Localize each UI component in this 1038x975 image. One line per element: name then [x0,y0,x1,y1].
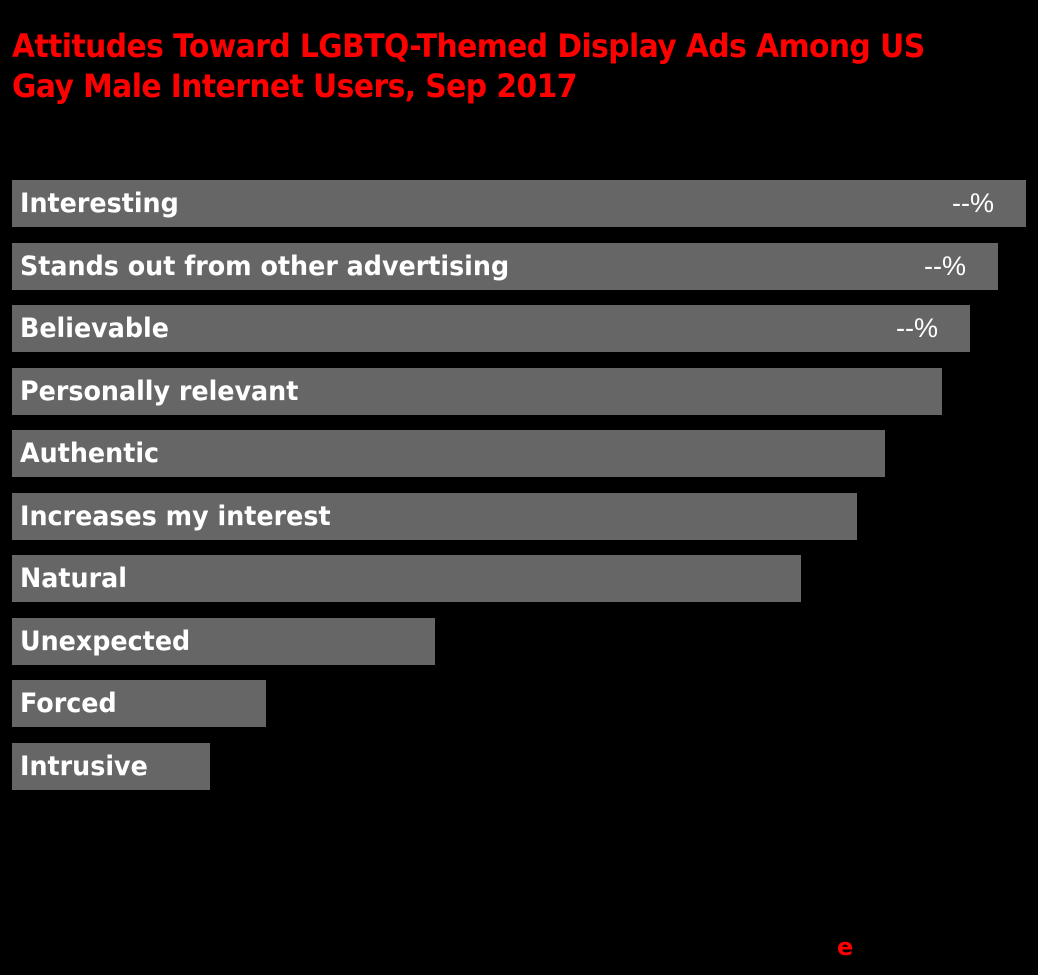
bar-label: Personally relevant [20,376,299,407]
bar-label: Believable [20,313,169,344]
bar-authentic: Authentic [12,430,885,477]
bar-label: Intrusive [20,751,148,782]
bar-label: Forced [20,688,117,719]
chart-title: Attitudes Toward LGBTQ-Themed Display Ad… [12,27,925,105]
bar-value-label: --% [952,188,994,218]
bar-believable: Believable --% [12,305,970,352]
bar-natural: Natural [12,555,801,602]
bar-label: Stands out from other advertising [20,251,510,282]
bar-label: Unexpected [20,626,191,657]
bar-label: Interesting [20,188,179,219]
bar-label: Increases my interest [20,501,331,532]
emarketer-logo-icon: e [837,933,854,961]
bar-personally-relevant: Personally relevant [12,368,942,415]
bar-increases-my-interest: Increases my interest [12,493,857,540]
bar-intrusive: Intrusive [12,743,210,790]
bar-value-label: --% [924,251,966,281]
bar-label: Authentic [20,438,160,469]
bar-interesting: Interesting --% [12,180,1026,227]
bar-label: Natural [20,563,127,594]
bar-forced: Forced [12,680,266,727]
bar-value-label: --% [896,313,938,343]
bar-stands-out-from-other-advertising: Stands out from other advertising --% [12,243,998,290]
bar-unexpected: Unexpected [12,618,435,665]
